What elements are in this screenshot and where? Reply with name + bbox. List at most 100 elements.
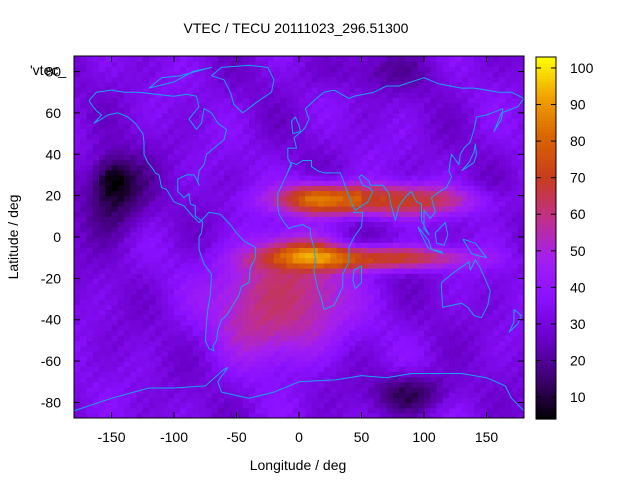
heatmap-cell xyxy=(117,314,125,321)
heatmap-cell xyxy=(317,118,325,124)
heatmap-cell xyxy=(86,350,94,357)
heatmap-cell xyxy=(474,299,481,305)
heatmap-cell xyxy=(192,262,200,269)
heatmap-cell xyxy=(374,366,381,373)
heatmap-cell xyxy=(436,392,444,398)
heatmap-cell xyxy=(92,283,100,290)
heatmap-cell xyxy=(455,371,463,378)
heatmap-cell xyxy=(424,361,431,367)
heatmap-cell xyxy=(224,355,231,362)
heatmap-cell xyxy=(142,81,150,88)
heatmap-cell xyxy=(342,350,350,357)
heatmap-cell xyxy=(124,66,131,73)
heatmap-cell xyxy=(99,350,106,357)
heatmap-cell xyxy=(399,138,406,145)
heatmap-cell xyxy=(274,402,281,409)
heatmap-cell xyxy=(449,205,456,212)
heatmap-cell xyxy=(455,180,463,186)
heatmap-cell xyxy=(305,402,313,409)
heatmap-cell xyxy=(74,205,81,212)
heatmap-cell xyxy=(274,159,281,166)
heatmap-cell xyxy=(317,381,325,388)
heatmap-cell xyxy=(467,412,475,418)
heatmap-cell xyxy=(430,76,438,83)
heatmap-cell xyxy=(111,97,119,104)
heatmap-cell xyxy=(317,361,325,367)
heatmap-cell xyxy=(349,304,356,310)
heatmap-cell xyxy=(517,335,524,342)
heatmap-cell xyxy=(136,283,144,290)
heatmap-cell xyxy=(236,299,244,305)
heatmap-cell xyxy=(149,376,156,383)
heatmap-cell xyxy=(336,242,344,248)
heatmap-cell xyxy=(299,216,306,223)
heatmap-cell xyxy=(217,299,225,305)
heatmap-cell xyxy=(474,190,481,197)
heatmap-cell xyxy=(292,361,300,367)
heatmap-cell xyxy=(80,386,88,393)
heatmap-cell xyxy=(299,242,306,248)
heatmap-cell xyxy=(349,180,356,186)
heatmap-cell xyxy=(292,159,300,166)
heatmap-cell xyxy=(74,164,81,171)
heatmap-cell xyxy=(117,205,125,212)
heatmap-cell xyxy=(517,112,524,119)
heatmap-cell xyxy=(430,190,438,197)
heatmap-cell xyxy=(399,273,406,279)
heatmap-cell xyxy=(167,76,175,83)
heatmap-cell xyxy=(205,330,213,336)
heatmap-cell xyxy=(486,355,494,362)
heatmap-cell xyxy=(330,361,338,367)
heatmap-cell xyxy=(161,273,169,279)
heatmap-cell xyxy=(92,81,100,88)
heatmap-cell xyxy=(230,123,238,129)
heatmap-cell xyxy=(105,66,113,73)
heatmap-cell xyxy=(124,402,131,409)
heatmap-cell xyxy=(474,278,481,285)
heatmap-cell xyxy=(267,330,275,336)
heatmap-cell xyxy=(280,278,288,285)
heatmap-cell xyxy=(430,376,438,383)
heatmap-cell xyxy=(499,92,506,98)
heatmap-cell xyxy=(505,226,513,233)
heatmap-cell xyxy=(361,216,369,223)
heatmap-cell xyxy=(330,174,338,181)
heatmap-cell xyxy=(186,138,194,145)
heatmap-cell xyxy=(355,138,363,145)
heatmap-cell xyxy=(136,237,144,243)
heatmap-cell xyxy=(242,309,250,316)
heatmap-cell xyxy=(99,366,106,373)
heatmap-cell xyxy=(99,355,106,362)
heatmap-cell xyxy=(417,87,425,93)
heatmap-cell xyxy=(349,330,356,336)
heatmap-cell xyxy=(86,211,94,217)
heatmap-cell xyxy=(399,169,406,176)
heatmap-cell xyxy=(192,205,200,212)
heatmap-cell xyxy=(211,330,219,336)
heatmap-cell xyxy=(430,216,438,223)
heatmap-cell xyxy=(299,386,306,393)
heatmap-cell xyxy=(142,133,150,140)
heatmap-cell xyxy=(255,376,263,383)
heatmap-cell xyxy=(342,412,350,418)
heatmap-cell xyxy=(336,257,344,264)
heatmap-cell xyxy=(505,412,513,418)
heatmap-cell xyxy=(199,412,206,418)
heatmap-cell xyxy=(505,71,513,78)
heatmap-cell xyxy=(205,407,213,414)
heatmap-cell xyxy=(92,288,100,295)
heatmap-cell xyxy=(336,180,344,186)
heatmap-cell xyxy=(361,211,369,217)
heatmap-cell xyxy=(86,87,94,93)
heatmap-cell xyxy=(505,278,513,285)
heatmap-cell xyxy=(417,169,425,176)
heatmap-cell xyxy=(249,180,256,186)
heatmap-cell xyxy=(417,361,425,367)
heatmap-cell xyxy=(80,247,88,254)
heatmap-cell xyxy=(230,268,238,274)
heatmap-cell xyxy=(211,138,219,145)
heatmap-cell xyxy=(149,278,156,285)
heatmap-cell xyxy=(211,154,219,161)
heatmap-cell xyxy=(299,366,306,373)
heatmap-cell xyxy=(392,107,400,114)
